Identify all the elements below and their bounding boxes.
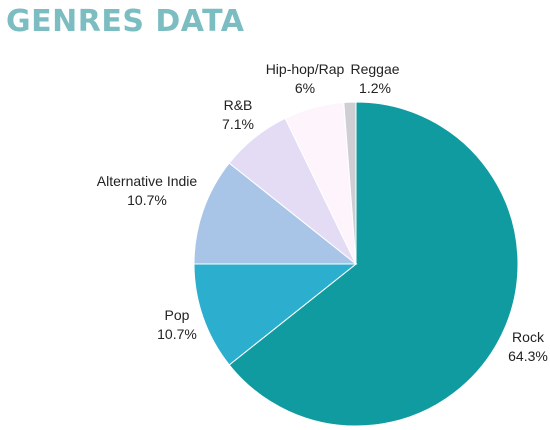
pie-slices	[193, 101, 519, 427]
slice-value-label: 10.7%	[157, 326, 197, 342]
slice-name-label: Pop	[165, 307, 190, 323]
slice-value-label: 7.1%	[222, 116, 254, 132]
slice-name-label: Alternative Indie	[97, 173, 198, 189]
slice-name-label: Rock	[512, 329, 545, 345]
pie-slice-rock	[228, 101, 519, 427]
slice-value-label: 6%	[295, 80, 315, 96]
slice-name-label: Hip-hop/Rap	[266, 61, 345, 77]
pie-slice-reggae	[343, 101, 357, 265]
slice-value-label: 10.7%	[127, 192, 167, 208]
chart-title: GENRES DATA	[6, 4, 245, 39]
slice-name-label: R&B	[224, 97, 253, 113]
slice-value-label: 1.2%	[359, 80, 391, 96]
slice-value-label: 64.3%	[508, 348, 548, 364]
pie-labels: Rock 64.3% Pop 10.7% Alternative Indie 10.7% R…	[97, 61, 548, 364]
slice-name-label: Reggae	[350, 61, 399, 77]
pie-slice-alternative-indie	[193, 162, 358, 265]
pie-slice-pop	[193, 263, 358, 366]
